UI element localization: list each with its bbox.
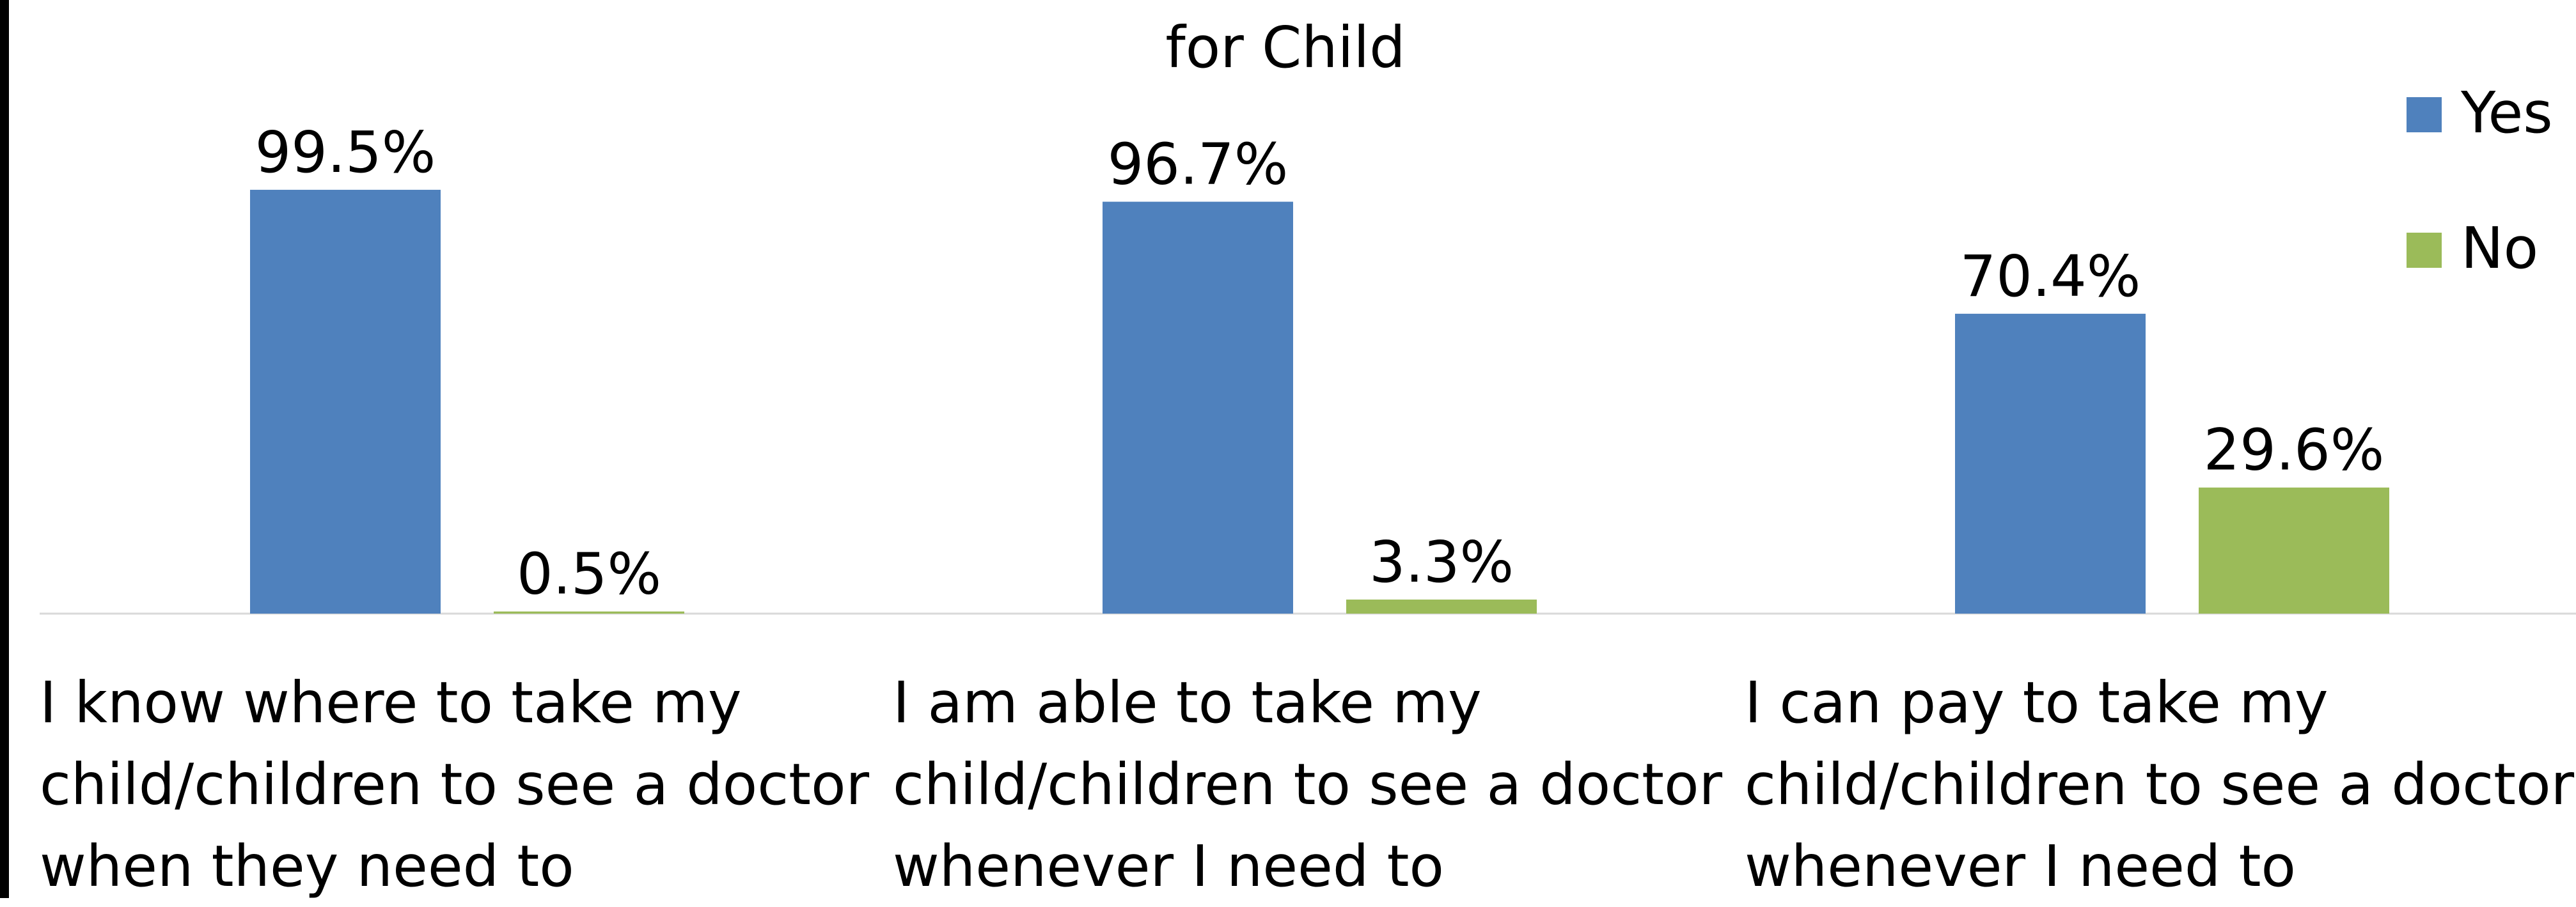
data-label-no-3: 29.6% xyxy=(2204,417,2385,483)
data-label-yes-3: 70.4% xyxy=(1960,243,2141,309)
category-label-able-to-take: I am able to take my child/children to s… xyxy=(893,669,1723,899)
legend-swatch-yes xyxy=(2407,97,2442,132)
bar-yes-2 xyxy=(1103,201,1293,614)
category-label-can-pay: I can pay to take my child/children to s… xyxy=(1745,669,2575,899)
legend-swatch-no xyxy=(2407,233,2442,268)
legend-label-no: No xyxy=(2461,215,2538,281)
bar-yes-1 xyxy=(250,189,441,614)
legend-label-yes: Yes xyxy=(2460,79,2553,146)
chart-frame-left-border xyxy=(0,0,9,898)
data-label-no-2: 3.3% xyxy=(1369,529,1514,595)
chart-title: for Child xyxy=(1165,14,1405,81)
bar-no-1 xyxy=(494,611,684,614)
bars-group xyxy=(250,189,2389,614)
data-labels-group: 99.5% 0.5% 96.7% 3.3% 70.4% 29.6% xyxy=(255,119,2385,607)
data-label-yes-1: 99.5% xyxy=(255,119,436,185)
bar-no-3 xyxy=(2199,487,2389,614)
data-label-yes-2: 96.7% xyxy=(1108,131,1289,198)
category-label-know-where: I know where to take my child/children t… xyxy=(40,669,870,899)
legend: Yes No xyxy=(2407,79,2553,281)
data-label-no-1: 0.5% xyxy=(517,541,661,607)
bar-no-2 xyxy=(1346,600,1537,614)
bar-yes-3 xyxy=(1955,313,2146,614)
